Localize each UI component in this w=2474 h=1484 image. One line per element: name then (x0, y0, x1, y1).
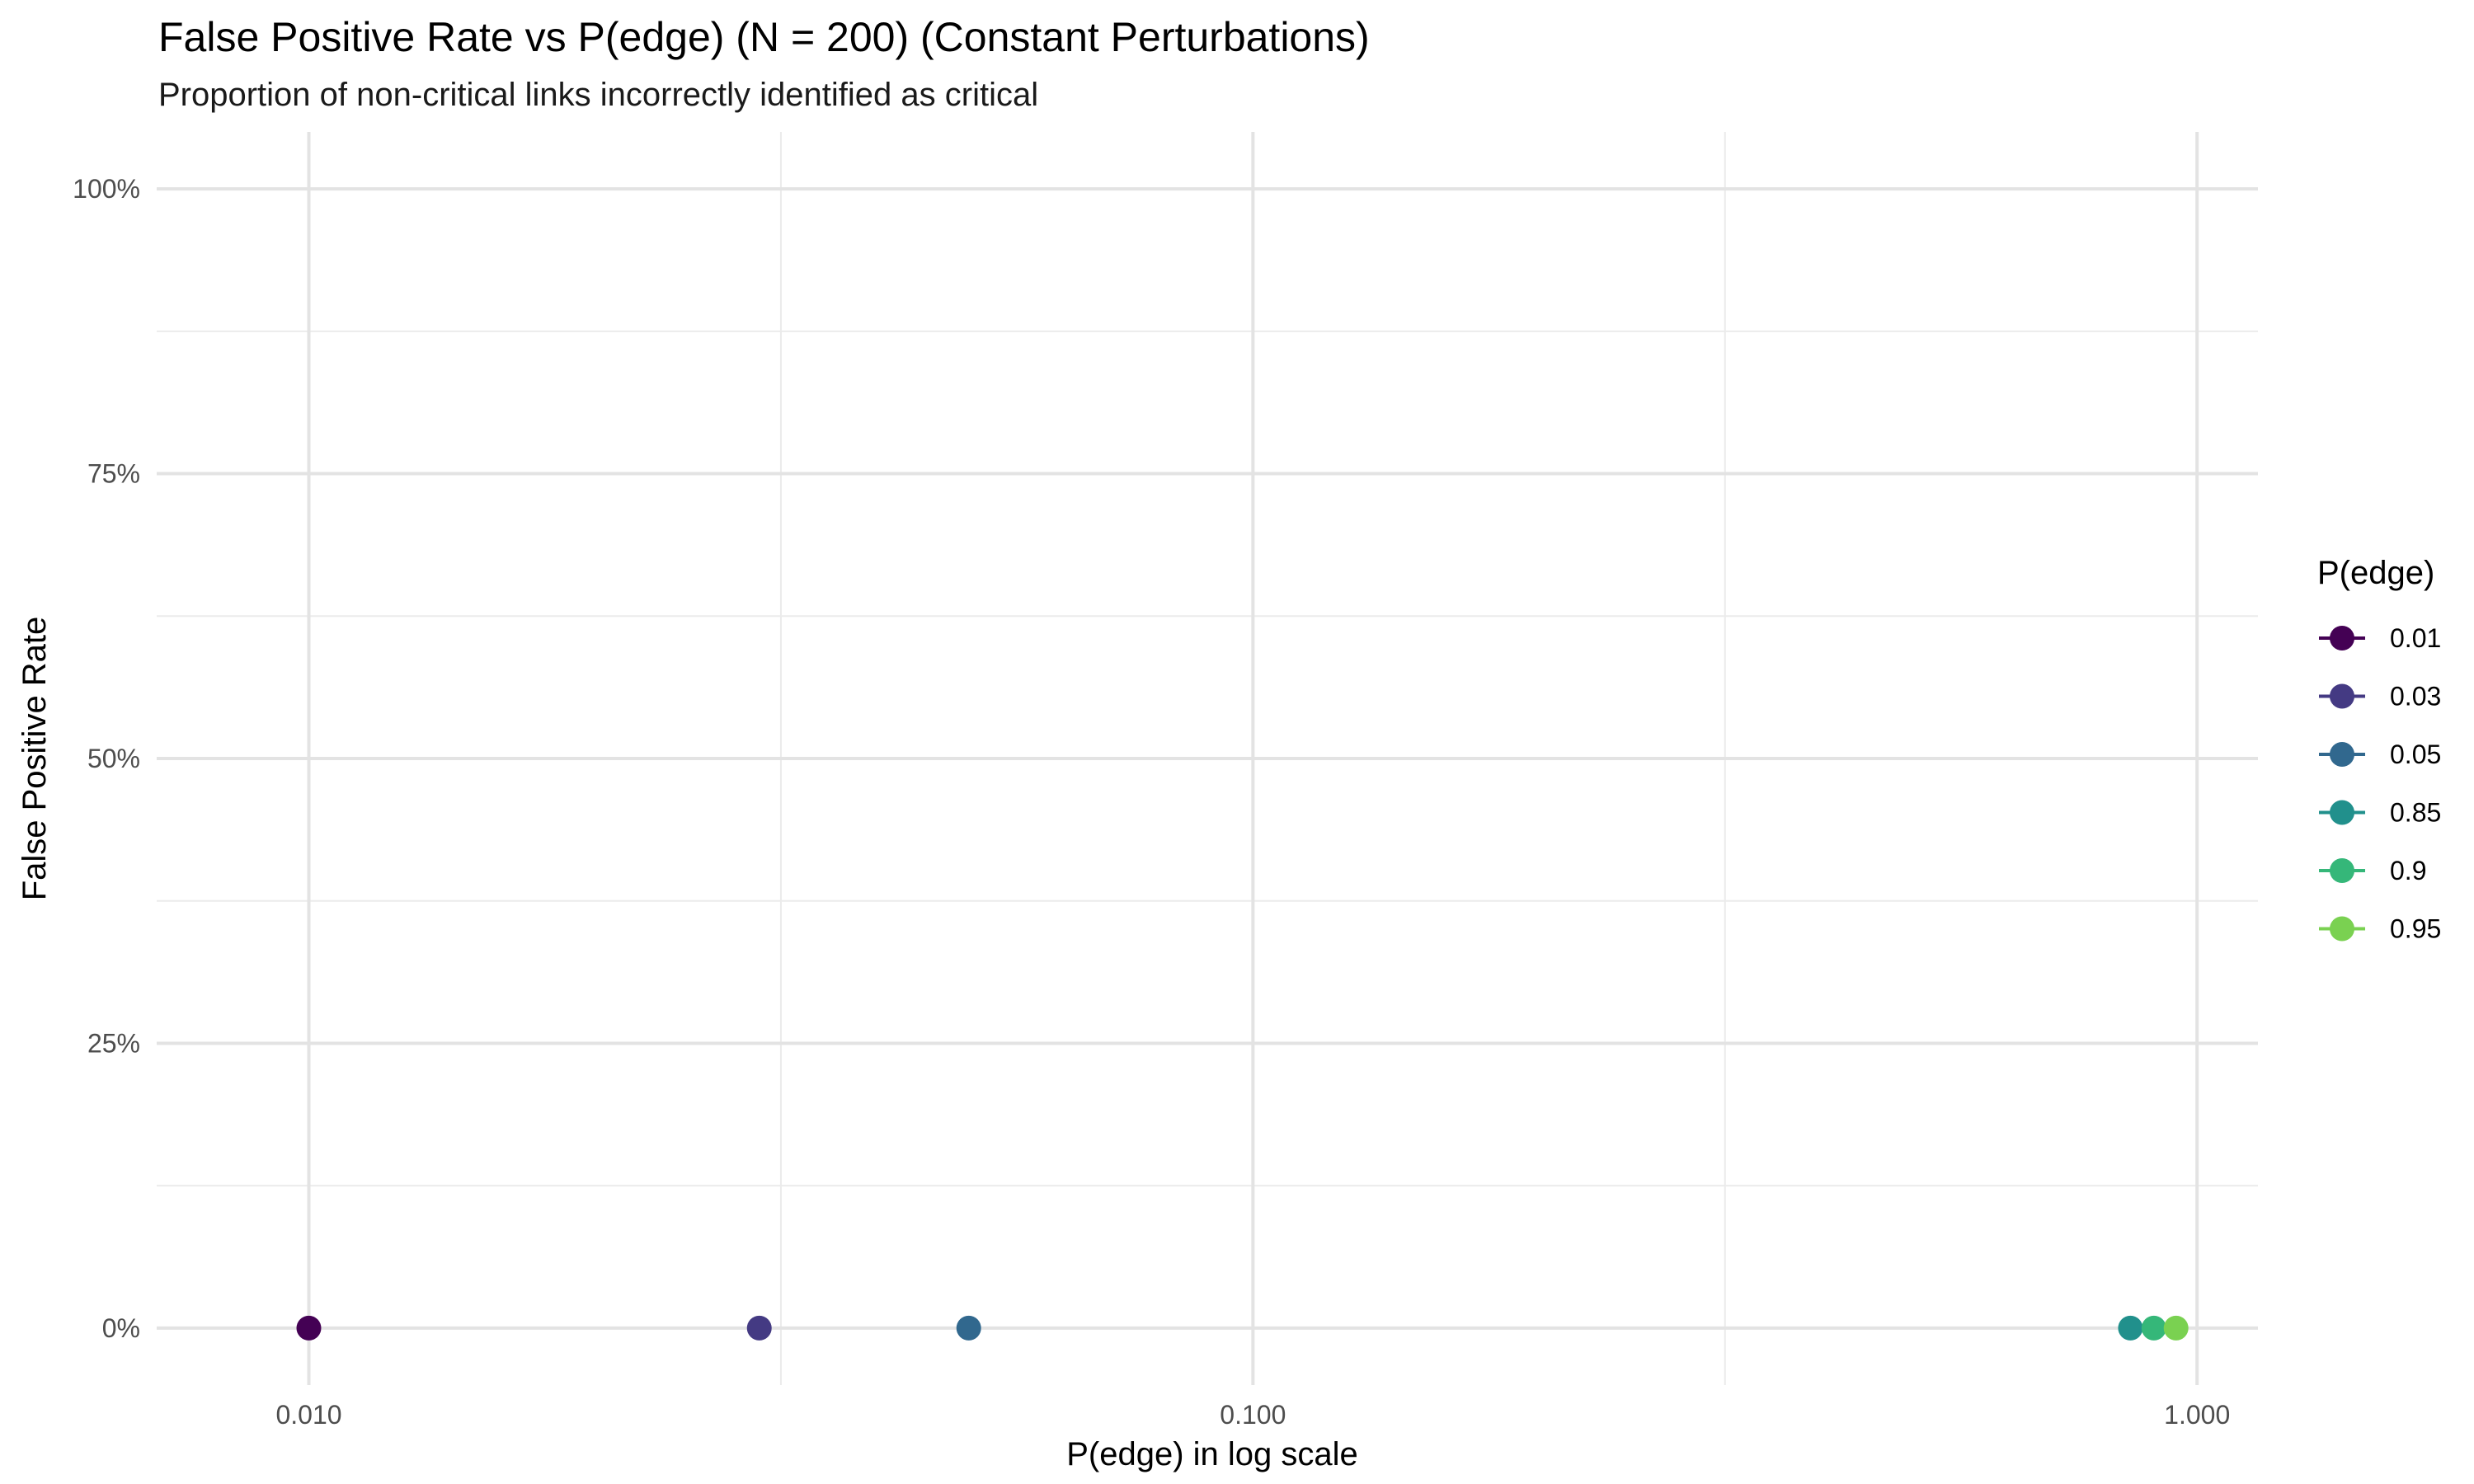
legend-key-point (2330, 800, 2354, 825)
legend-item-0.05: 0.05 (2319, 740, 2441, 769)
legend-key-point (2330, 683, 2354, 709)
data-point-0.03 (746, 1315, 772, 1341)
legend: P(edge) 0.01 0.03 0.05 0.85 0.9 0.95 (2317, 555, 2441, 944)
chart-title: False Positive Rate vs P(edge) (N = 200)… (158, 14, 1370, 60)
x-tick-label: 0.100 (1220, 1400, 1286, 1430)
legend-label: 0.03 (2390, 682, 2441, 711)
y-tick-label: 25% (87, 1028, 140, 1058)
legend-item-0.9: 0.9 (2319, 856, 2426, 885)
y-tick-label: 100% (73, 174, 140, 204)
y-axis-ticks: 0% 25% 50% 75% 100% (73, 174, 140, 1343)
data-point-0.95 (2163, 1315, 2189, 1341)
legend-key-point (2330, 916, 2354, 942)
legend-item-0.03: 0.03 (2319, 682, 2441, 711)
data-points (296, 1315, 2189, 1341)
x-tick-label: 1.000 (2164, 1400, 2230, 1430)
legend-label: 0.85 (2390, 798, 2441, 828)
x-axis-ticks: 0.010 0.100 1.000 (275, 1400, 2230, 1430)
chart-subtitle: Proportion of non-critical links incorre… (158, 77, 1038, 113)
legend-item-0.85: 0.85 (2319, 798, 2441, 828)
y-tick-label: 75% (87, 459, 140, 489)
legend-title: P(edge) (2317, 555, 2434, 591)
plot-grid (157, 132, 2258, 1385)
legend-key-point (2330, 742, 2354, 767)
data-point-0.9 (2141, 1315, 2166, 1341)
y-tick-label: 0% (102, 1313, 140, 1343)
data-point-0.85 (2118, 1315, 2143, 1341)
legend-label: 0.05 (2390, 740, 2441, 769)
x-axis-title: P(edge) in log scale (1066, 1436, 1358, 1472)
legend-label: 0.9 (2390, 856, 2426, 885)
legend-label: 0.95 (2390, 914, 2441, 944)
y-tick-label: 50% (87, 744, 140, 773)
y-axis-title: False Positive Rate (16, 617, 53, 901)
legend-item-0.95: 0.95 (2319, 914, 2441, 944)
legend-item-0.01: 0.01 (2319, 623, 2441, 653)
legend-key-point (2330, 626, 2354, 650)
x-tick-label: 0.010 (275, 1400, 341, 1430)
legend-key-point (2330, 858, 2354, 883)
data-point-0.05 (956, 1315, 981, 1341)
data-point-0.01 (296, 1315, 322, 1341)
legend-label: 0.01 (2390, 623, 2441, 653)
